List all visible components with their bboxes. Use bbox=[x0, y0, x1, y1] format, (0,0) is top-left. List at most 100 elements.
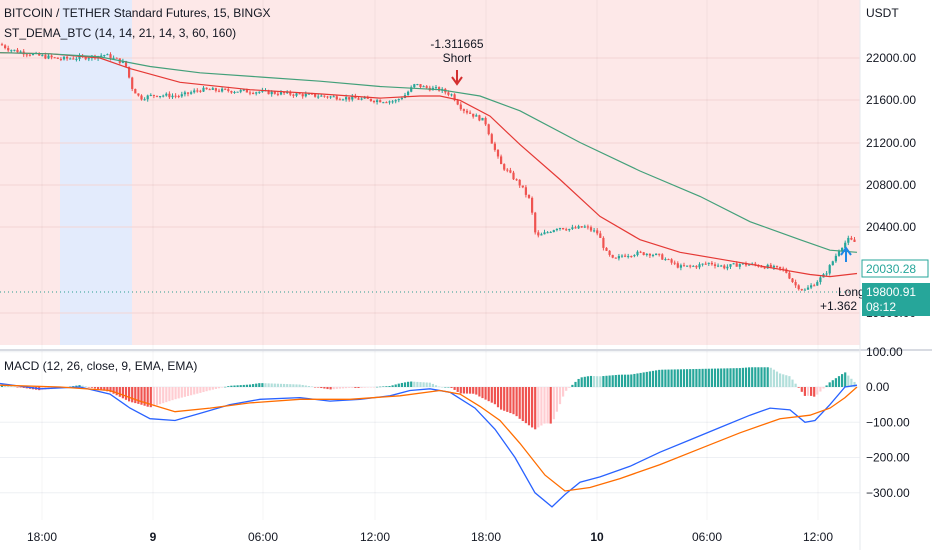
dema-fast-line bbox=[0, 52, 858, 278]
candle-body bbox=[735, 263, 738, 267]
macd-histogram-bar bbox=[205, 387, 208, 392]
currency-label[interactable]: USDT bbox=[866, 6, 899, 20]
candle-body bbox=[707, 262, 710, 264]
macd-histogram-bar bbox=[382, 386, 385, 387]
macd-histogram-bar bbox=[642, 372, 645, 387]
candle-body bbox=[87, 58, 90, 60]
price-tick-label: 21600.00 bbox=[866, 93, 916, 107]
candle-body bbox=[614, 257, 617, 259]
macd-histogram-bar bbox=[624, 374, 627, 387]
macd-histogram bbox=[0, 367, 856, 430]
candle-body bbox=[413, 84, 416, 88]
macd-histogram-bar bbox=[239, 385, 242, 387]
price-tick-label: 21200.00 bbox=[866, 136, 916, 150]
candle-body bbox=[106, 54, 109, 56]
candle-body bbox=[462, 109, 465, 111]
short-signal: -1.311665 Short bbox=[430, 37, 484, 86]
macd-histogram-bar bbox=[667, 369, 670, 387]
candle-body bbox=[726, 266, 729, 269]
candle-body bbox=[13, 49, 16, 51]
macd-histogram-bar bbox=[841, 374, 844, 387]
macd-histogram-bar bbox=[509, 387, 512, 414]
macd-histogram-bar bbox=[317, 387, 320, 388]
candle-body bbox=[270, 91, 273, 95]
candle-body bbox=[819, 277, 822, 283]
candle-body bbox=[400, 97, 403, 100]
macd-histogram-bar bbox=[208, 387, 211, 391]
time-tick-label: 10 bbox=[590, 530, 604, 544]
macd-legend[interactable]: MACD (12, 26, close, 9, EMA, EMA) bbox=[4, 359, 197, 373]
macd-histogram-bar bbox=[543, 387, 546, 424]
candle-body bbox=[193, 90, 196, 93]
candle-body bbox=[490, 134, 493, 144]
macd-histogram-bar bbox=[735, 368, 738, 387]
macd-histogram-bar bbox=[13, 386, 16, 388]
candle-body bbox=[540, 234, 543, 236]
macd-histogram-bar bbox=[850, 378, 853, 387]
candle-body bbox=[391, 101, 394, 103]
macd-histogram-bar bbox=[813, 387, 816, 397]
candle-body bbox=[329, 96, 332, 98]
macd-histogram-bar bbox=[112, 387, 115, 394]
time-tick-label: 18:00 bbox=[27, 530, 57, 544]
macd-histogram-bar bbox=[552, 387, 555, 420]
indicator-legend[interactable]: ST_DEMA_BTC (14, 14, 21, 14, 3, 60, 160) bbox=[4, 26, 236, 40]
macd-histogram-bar bbox=[131, 387, 134, 403]
macd-histogram-bar bbox=[751, 367, 754, 387]
macd-histogram-bar bbox=[100, 387, 103, 390]
candle-body bbox=[850, 237, 853, 240]
candle-body bbox=[7, 48, 10, 51]
candle-body bbox=[186, 92, 190, 94]
macd-histogram-bar bbox=[252, 384, 255, 387]
macd-histogram-bar bbox=[472, 387, 475, 394]
macd-histogram-bar bbox=[698, 368, 701, 387]
macd-histogram-bar bbox=[236, 385, 239, 387]
candle-body bbox=[152, 94, 155, 96]
candle-body bbox=[100, 55, 103, 57]
macd-histogram-bar bbox=[602, 376, 605, 387]
macd-histogram-bar bbox=[301, 384, 304, 387]
candle-body bbox=[552, 230, 555, 233]
macd-histogram-bar bbox=[447, 387, 450, 388]
macd-histogram-bar bbox=[515, 387, 518, 417]
candle-body bbox=[276, 93, 279, 95]
candle-body bbox=[779, 266, 782, 269]
candle-body bbox=[131, 77, 134, 89]
macd-histogram-bar bbox=[87, 387, 90, 388]
candle-body bbox=[791, 278, 794, 283]
macd-histogram-bar bbox=[748, 367, 751, 387]
macd-histogram-bar bbox=[4, 385, 7, 387]
candle-body bbox=[673, 262, 676, 264]
macd-histogram-bar bbox=[221, 387, 224, 388]
macd-histogram-bar bbox=[434, 385, 438, 387]
candle-body bbox=[602, 237, 605, 248]
macd-histogram-bar bbox=[589, 375, 593, 387]
candle-body bbox=[369, 98, 372, 101]
macd-histogram-bar bbox=[636, 373, 639, 387]
candle-body bbox=[75, 58, 78, 60]
macd-histogram-bar bbox=[230, 385, 233, 387]
price-tick-label: 20800.00 bbox=[866, 178, 916, 192]
macd-histogram-bar bbox=[419, 382, 422, 387]
macd-histogram-bar bbox=[847, 375, 850, 387]
macd-histogram-bar bbox=[828, 382, 831, 387]
candle-body bbox=[760, 266, 763, 268]
macd-histogram-bar bbox=[506, 387, 509, 412]
dema-slow-line bbox=[0, 52, 858, 253]
macd-histogram-bar bbox=[549, 387, 552, 424]
macd-histogram-bar bbox=[810, 387, 813, 396]
candle-body bbox=[844, 242, 847, 248]
candle-body bbox=[351, 96, 354, 100]
time-axis[interactable]: 18:00 9 06:00 12:00 18:00 10 06:00 12:00 bbox=[27, 530, 833, 544]
candle-body bbox=[326, 96, 329, 98]
macd-histogram-bar bbox=[307, 385, 310, 387]
candle-body bbox=[589, 227, 593, 231]
candle-body bbox=[484, 117, 487, 125]
macd-histogram-bar bbox=[84, 386, 87, 387]
candle-body bbox=[627, 256, 630, 258]
macd-histogram-bar bbox=[124, 387, 128, 400]
candle-body bbox=[4, 45, 7, 49]
macd-histogram-bar bbox=[214, 387, 217, 389]
candle-body bbox=[310, 93, 314, 95]
